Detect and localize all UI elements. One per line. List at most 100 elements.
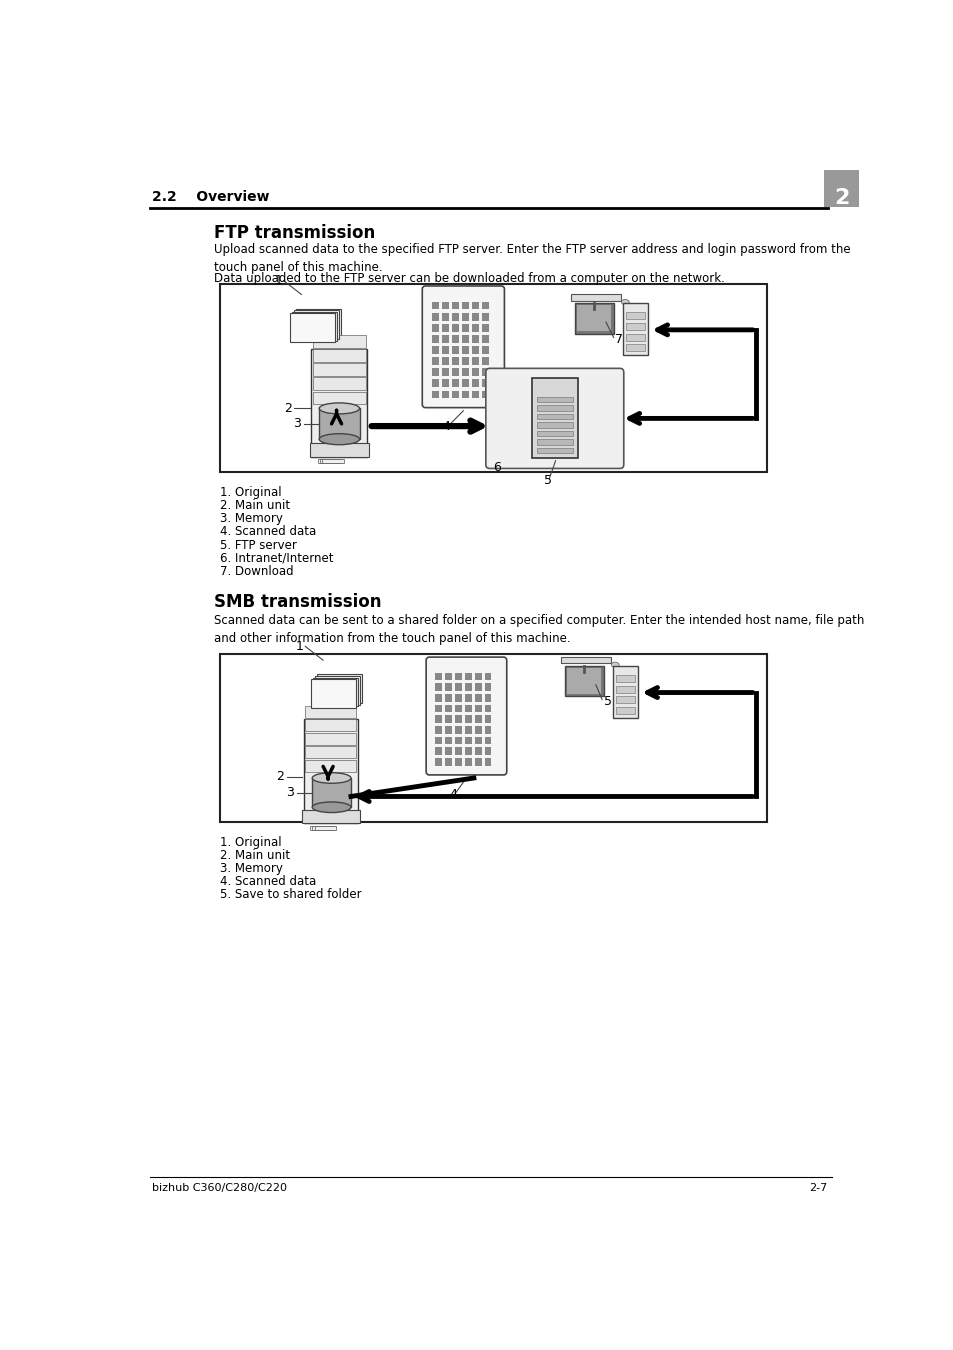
Bar <box>461 335 468 343</box>
Bar <box>445 683 452 691</box>
Text: 3. Memory: 3. Memory <box>220 861 283 875</box>
Bar <box>311 350 367 456</box>
Bar <box>625 344 644 351</box>
Text: 3: 3 <box>294 417 301 431</box>
Text: 7: 7 <box>615 333 622 347</box>
Text: 4: 4 <box>449 788 457 802</box>
Bar <box>475 694 481 702</box>
Bar <box>452 335 458 343</box>
Bar <box>481 358 489 364</box>
Text: 1. Original: 1. Original <box>220 486 281 500</box>
Bar <box>484 716 491 722</box>
Bar <box>461 301 468 309</box>
Bar <box>452 301 458 309</box>
Bar <box>441 358 448 364</box>
Bar <box>455 726 461 733</box>
Bar <box>472 313 478 320</box>
Bar <box>484 705 491 713</box>
Bar <box>313 363 365 375</box>
Bar <box>313 392 365 404</box>
Bar <box>481 346 489 354</box>
Bar <box>475 672 481 680</box>
Text: 6. Intranet/Internet: 6. Intranet/Internet <box>220 552 334 564</box>
Bar <box>472 358 478 364</box>
Bar <box>484 672 491 680</box>
Bar <box>455 737 461 744</box>
Bar <box>431 346 438 354</box>
Ellipse shape <box>319 433 359 444</box>
FancyBboxPatch shape <box>295 309 340 338</box>
Bar <box>303 720 357 824</box>
Bar <box>481 324 489 332</box>
Bar <box>484 737 491 744</box>
Bar <box>625 312 644 319</box>
Bar <box>461 324 468 332</box>
Bar <box>472 335 478 343</box>
Bar <box>484 694 491 702</box>
Text: Scanned data can be sent to a shared folder on a specified computer. Enter the i: Scanned data can be sent to a shared fol… <box>213 614 863 645</box>
Text: 2-7: 2-7 <box>808 1183 827 1193</box>
Bar <box>571 294 620 301</box>
Text: SMB transmission: SMB transmission <box>213 593 381 612</box>
Bar <box>441 346 448 354</box>
Bar <box>475 705 481 713</box>
Bar <box>322 459 344 463</box>
Text: 1. Original: 1. Original <box>220 836 281 849</box>
Bar <box>461 390 468 398</box>
Bar <box>537 414 573 420</box>
Text: 1: 1 <box>295 640 303 653</box>
Bar <box>452 313 458 320</box>
FancyBboxPatch shape <box>319 672 364 702</box>
Bar <box>484 759 491 765</box>
Ellipse shape <box>611 662 618 667</box>
FancyBboxPatch shape <box>315 676 360 705</box>
Bar <box>567 668 600 694</box>
Bar <box>481 313 489 320</box>
Text: 2. Main unit: 2. Main unit <box>220 500 290 512</box>
Bar <box>575 302 613 333</box>
Bar <box>472 346 478 354</box>
Bar <box>310 443 369 456</box>
Bar <box>625 323 644 329</box>
Bar <box>464 726 472 733</box>
Bar <box>314 826 335 830</box>
Bar <box>431 324 438 332</box>
Bar <box>464 737 472 744</box>
Bar <box>435 726 442 733</box>
Bar <box>464 694 472 702</box>
Bar <box>339 414 355 428</box>
Bar <box>472 369 478 377</box>
Bar <box>445 716 452 722</box>
Bar <box>455 672 461 680</box>
Bar <box>537 423 573 428</box>
Bar <box>461 313 468 320</box>
Bar <box>452 358 458 364</box>
Text: 4. Scanned data: 4. Scanned data <box>220 525 315 539</box>
Bar <box>461 379 468 387</box>
Bar <box>441 369 448 377</box>
FancyBboxPatch shape <box>426 657 506 775</box>
Bar <box>312 826 334 830</box>
Bar <box>452 390 458 398</box>
Bar <box>577 305 611 331</box>
Bar <box>435 683 442 691</box>
Bar <box>464 748 472 755</box>
Bar <box>452 324 458 332</box>
Ellipse shape <box>312 772 351 783</box>
Bar <box>481 369 489 377</box>
Bar <box>445 759 452 765</box>
Bar <box>431 301 438 309</box>
Bar <box>564 666 603 697</box>
FancyBboxPatch shape <box>299 305 344 335</box>
Bar <box>431 335 438 343</box>
FancyBboxPatch shape <box>485 369 623 468</box>
Bar <box>305 747 356 759</box>
Bar <box>435 748 442 755</box>
Bar <box>475 748 481 755</box>
Bar <box>472 390 478 398</box>
Text: 4. Scanned data: 4. Scanned data <box>220 875 315 888</box>
Bar <box>616 697 634 703</box>
Text: 5. Save to shared folder: 5. Save to shared folder <box>220 888 361 900</box>
Bar <box>319 459 341 463</box>
Ellipse shape <box>312 802 351 813</box>
